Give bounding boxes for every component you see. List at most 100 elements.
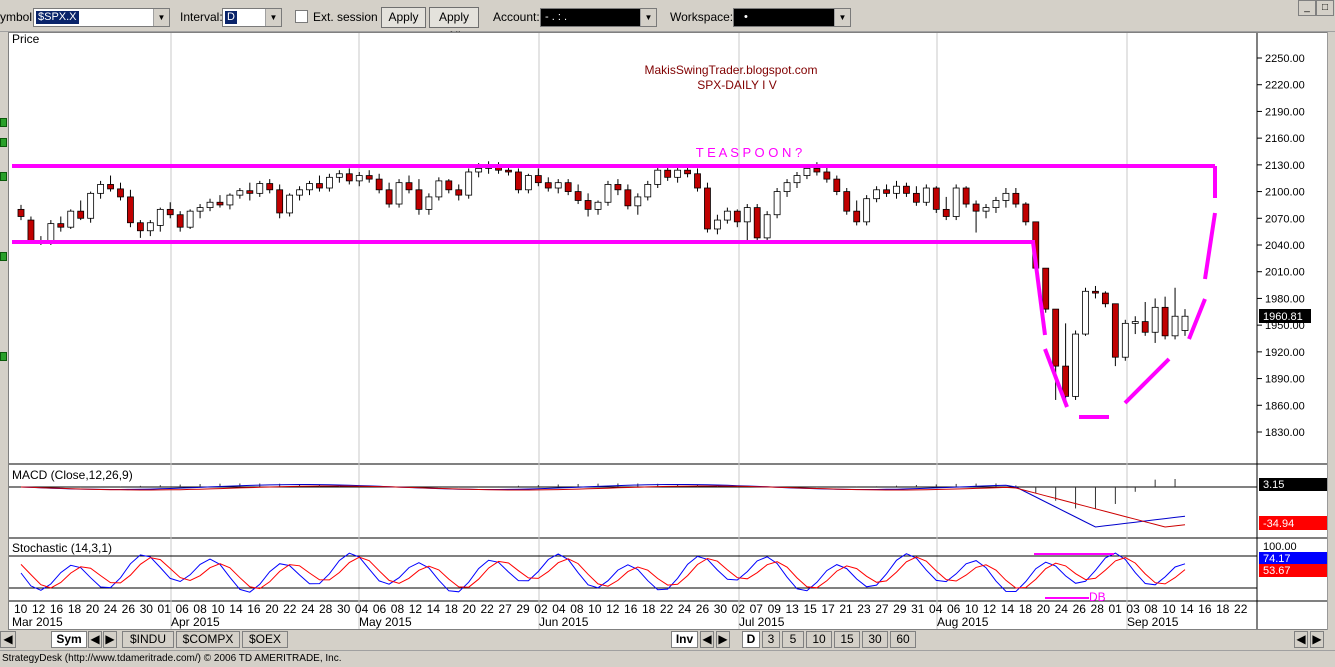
candle-body (992, 200, 1000, 209)
day-tick-label: 12 (32, 602, 46, 616)
tab-oex[interactable]: $OEX (242, 631, 288, 648)
day-tick-label: 18 (1216, 602, 1230, 616)
candle-body (624, 189, 632, 207)
candle-body (843, 191, 851, 212)
day-tick-label: 20 (1037, 602, 1051, 616)
watermark-blog: MakisSwingTrader.blogspot.com (645, 63, 818, 77)
day-tick-label: 06 (175, 602, 189, 616)
drawing-tool-icon[interactable] (0, 118, 7, 127)
chevron-down-icon[interactable]: ▼ (640, 9, 656, 26)
scroll-left-button[interactable]: ◀ (1294, 631, 1308, 648)
candle-body (47, 223, 55, 243)
range-15[interactable]: 15 (834, 631, 860, 648)
scroll-left-button[interactable]: ◀ (700, 631, 714, 648)
macd-signal-box (1259, 516, 1327, 530)
chevron-down-icon[interactable]: ▼ (834, 9, 850, 26)
day-tick-label: 12 (606, 602, 620, 616)
candle-body (335, 173, 343, 178)
account-value[interactable]: - . : . (545, 11, 567, 23)
range-3[interactable]: 3 (762, 631, 780, 648)
day-tick-label: 10 (14, 602, 28, 616)
range-10[interactable]: 10 (806, 631, 832, 648)
day-tick-label: 18 (1019, 602, 1033, 616)
drawing-tool-icon[interactable] (0, 352, 7, 361)
range-30[interactable]: 30 (862, 631, 888, 648)
candle-body (306, 183, 313, 191)
ext-session-checkbox[interactable] (295, 10, 308, 23)
candle-body (873, 189, 880, 200)
stochastic-k-box (1259, 552, 1327, 564)
chart-area[interactable]: 2250.00 2220.00 2190.00 2160.00 2130.00 2100.… (8, 32, 1328, 630)
candle-body (604, 184, 612, 203)
day-tick-label: 06 (947, 602, 961, 616)
workspace-combo[interactable]: • ▼ (733, 8, 851, 27)
tab-sym[interactable]: Sym (51, 631, 87, 648)
apply-button[interactable]: Apply (381, 7, 426, 28)
apply-all-button[interactable]: Apply All (429, 7, 479, 43)
candle-body (1181, 315, 1189, 331)
candle-body (1121, 322, 1129, 358)
candle-body (505, 169, 512, 173)
maximize-button[interactable]: □ (1316, 0, 1334, 16)
scroll-right-button[interactable]: ▶ (1310, 631, 1324, 648)
stochastic-d: 53.67 (1263, 565, 1291, 577)
range-60[interactable]: 60 (890, 631, 916, 648)
chart-svg[interactable]: 2250.00 2220.00 2190.00 2160.00 2130.00 2100.… (9, 32, 1327, 629)
right-scrollbar[interactable] (1327, 32, 1335, 630)
candle-body (465, 171, 473, 196)
candle-body (1072, 333, 1079, 397)
left-toolbar (0, 32, 8, 630)
scroll-left-button[interactable]: ◀ (0, 631, 16, 648)
candle-body (982, 207, 990, 212)
range-5[interactable]: 5 (782, 631, 804, 648)
account-combo[interactable]: - . : . ▼ (540, 8, 657, 27)
candle-body (584, 200, 592, 210)
drawing-tool-icon[interactable] (0, 172, 7, 181)
day-tick-label: 04 (355, 602, 369, 616)
scroll-right-button[interactable]: ▶ (716, 631, 730, 648)
candle-body (77, 210, 85, 219)
candle-body (316, 183, 323, 189)
range-d[interactable]: D (742, 631, 760, 648)
drawing-tool-icon[interactable] (0, 252, 7, 261)
interval-value[interactable]: D (225, 11, 237, 24)
candle-body (903, 185, 910, 194)
candle-body (664, 169, 672, 178)
candle-body (564, 182, 572, 192)
last-price: 1960.81 (1263, 311, 1303, 323)
month-tick-label: May 2015 (359, 615, 412, 629)
day-tick-label: 15 (803, 602, 817, 616)
toolbar: ymbol: $SPX.X ▼ Interval: D ▼ Ext. sessi… (0, 0, 1335, 43)
teaspoon-annotation: T E A S P O O N ? (12, 145, 1217, 419)
candle-body (176, 214, 184, 228)
tab-inv[interactable]: Inv (671, 631, 698, 648)
candle-body (594, 201, 602, 210)
day-tick-label: 22 (1234, 602, 1248, 616)
spoon-bowl-line (1043, 348, 1069, 408)
scroll-left-button[interactable]: ◀ (88, 631, 102, 648)
chevron-down-icon[interactable]: ▼ (265, 9, 281, 26)
spoon-edge-line (1187, 298, 1207, 340)
workspace-value[interactable]: • (744, 11, 748, 23)
candle-body (1062, 365, 1070, 397)
drawing-tool-icon[interactable] (0, 138, 7, 147)
candle-body (704, 187, 711, 230)
day-tick-label: 08 (391, 602, 405, 616)
symbol-combo[interactable]: $SPX.X ▼ (33, 8, 170, 27)
candle-body (256, 183, 264, 194)
price-tick-label: 1890.00 (1265, 374, 1305, 386)
month-tick-label: Jul 2015 (739, 615, 785, 629)
tab-indu[interactable]: $INDU (122, 631, 174, 648)
chevron-down-icon[interactable]: ▼ (153, 9, 169, 26)
interval-combo[interactable]: D ▼ (222, 8, 282, 27)
day-tick-label: 26 (122, 602, 136, 616)
minimize-button[interactable]: _ (1298, 0, 1316, 16)
candle-body (1171, 315, 1179, 337)
day-tick-label: 27 (498, 602, 512, 616)
candle-body (684, 169, 691, 175)
symbol-value[interactable]: $SPX.X (36, 11, 79, 24)
candle-body (634, 196, 642, 207)
tab-compx[interactable]: $COMPX (176, 631, 240, 648)
scroll-right-button[interactable]: ▶ (103, 631, 117, 648)
candle-body (544, 182, 552, 189)
